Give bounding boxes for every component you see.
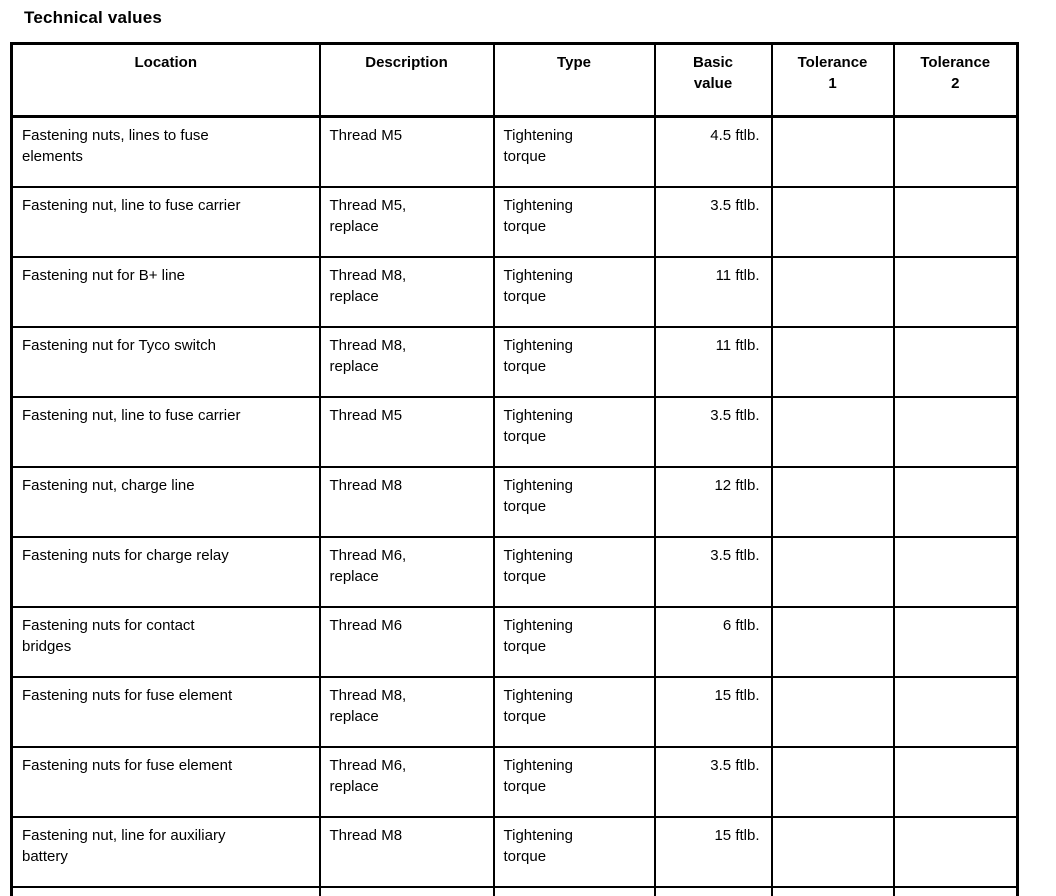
table-row: Fastening nut for B+ line Thread M8, repl… [10,256,1019,328]
column-header-tolerance-2: Tolerance 2 [892,42,1019,118]
page-title: Technical values [24,8,163,27]
cell-type: Tightening torque [492,886,656,896]
cell-basic-value: 3.5 ftlb. [653,886,773,896]
table-row: Fastening nuts, lines to fuse elements Th… [10,115,1019,188]
cell-type: Tightening torque [492,816,656,888]
cell-tolerance-2 [892,676,1019,748]
cell-description: Thread M8, replace [318,326,495,398]
cell-tolerance-2 [892,886,1019,896]
cell-location: Fastening nut, charge line [10,466,321,538]
cell-tolerance-2 [892,466,1019,538]
cell-tolerance-1 [770,606,895,678]
cell-location: Fastening nuts for fuse element [10,676,321,748]
cell-description: Thread M5, replace [318,186,495,258]
cell-tolerance-2 [892,816,1019,888]
cell-type: Tightening torque [492,115,656,188]
cell-basic-value: 12 ftlb. [653,466,773,538]
cell-basic-value: 11 ftlb. [653,326,773,398]
cell-location: Fastening nuts for contact bridges [10,606,321,678]
cell-description: Thread M8 [318,466,495,538]
cell-location: Fastening nut, line to fuse carrier [10,396,321,468]
cell-location: Fastening nut for Tyco switch [10,326,321,398]
cell-tolerance-1 [770,396,895,468]
table-row: Fastening nut for battery ground strapTh… [10,886,1019,896]
cell-basic-value: 11 ftlb. [653,256,773,328]
cell-description: Thread M6 [318,886,495,896]
cell-basic-value: 4.5 ftlb. [653,115,773,188]
header-row: Location Description Type Basic value To… [10,42,1019,118]
cell-tolerance-1 [770,186,895,258]
column-header-tolerance-1: Tolerance 1 [770,42,895,118]
cell-basic-value: 15 ftlb. [653,816,773,888]
cell-type: Tightening torque [492,536,656,608]
table-row: Fastening nut, line to fuse carrier Threa… [10,396,1019,468]
cell-location: Fastening nut, line for auxiliary batter… [10,816,321,888]
cell-tolerance-2 [892,256,1019,328]
table-row: Fastening nuts for fuse element Thread M6… [10,746,1019,818]
cell-tolerance-1 [770,816,895,888]
cell-location: Fastening nut for B+ line [10,256,321,328]
cell-description: Thread M8 [318,816,495,888]
cell-tolerance-1 [770,115,895,188]
cell-type: Tightening torque [492,186,656,258]
table-row: Fastening nuts for contact bridges Thread… [10,606,1019,678]
cell-type: Tightening torque [492,676,656,748]
cell-tolerance-1 [770,466,895,538]
cell-location: Fastening nut, line to fuse carrier [10,186,321,258]
cell-basic-value: 15 ftlb. [653,676,773,748]
table-row: Fastening nut, line for auxiliary batter… [10,816,1019,888]
cell-description: Thread M8, replace [318,256,495,328]
cell-description: Thread M6, replace [318,746,495,818]
cell-tolerance-1 [770,256,895,328]
cell-tolerance-1 [770,886,895,896]
cell-tolerance-2 [892,115,1019,188]
cell-type: Tightening torque [492,606,656,678]
column-header-type: Type [492,42,656,118]
cell-description: Thread M5 [318,396,495,468]
table-row: Fastening nuts for charge relay Thread M6… [10,536,1019,608]
table-row: Fastening nut, line to fuse carrier Threa… [10,186,1019,258]
cell-basic-value: 6 ftlb. [653,606,773,678]
cell-tolerance-2 [892,396,1019,468]
cell-type: Tightening torque [492,256,656,328]
cell-type: Tightening torque [492,746,656,818]
cell-tolerance-2 [892,326,1019,398]
column-header-description: Description [318,42,495,118]
cell-description: Thread M6, replace [318,536,495,608]
cell-basic-value: 3.5 ftlb. [653,746,773,818]
technical-values-table: Location Description Type Basic value To… [10,42,1019,896]
cell-description: Thread M6 [318,606,495,678]
cell-basic-value: 3.5 ftlb. [653,396,773,468]
cell-description: Thread M5 [318,115,495,188]
cell-location: Fastening nuts, lines to fuse elements [10,115,321,188]
column-header-basic-value: Basic value [653,42,773,118]
cell-tolerance-2 [892,186,1019,258]
column-header-location: Location [10,42,321,118]
cell-location: Fastening nut for battery ground strap [10,886,321,896]
cell-basic-value: 3.5 ftlb. [653,536,773,608]
cell-type: Tightening torque [492,326,656,398]
cell-type: Tightening torque [492,396,656,468]
table-body: Fastening nuts, lines to fuse elements Th… [10,115,1019,896]
cell-tolerance-2 [892,606,1019,678]
cell-basic-value: 3.5 ftlb. [653,186,773,258]
table-row: Fastening nuts for fuse element Thread M8… [10,676,1019,748]
cell-tolerance-1 [770,676,895,748]
cell-type: Tightening torque [492,466,656,538]
cell-tolerance-1 [770,746,895,818]
table-row: Fastening nut, charge line Thread M8 Tight… [10,466,1019,538]
cell-tolerance-2 [892,536,1019,608]
cell-location: Fastening nuts for charge relay [10,536,321,608]
cell-location: Fastening nuts for fuse element [10,746,321,818]
cell-tolerance-2 [892,746,1019,818]
cell-tolerance-1 [770,326,895,398]
cell-description: Thread M8, replace [318,676,495,748]
table-row: Fastening nut for Tyco switch Thread M8, … [10,326,1019,398]
cell-tolerance-1 [770,536,895,608]
